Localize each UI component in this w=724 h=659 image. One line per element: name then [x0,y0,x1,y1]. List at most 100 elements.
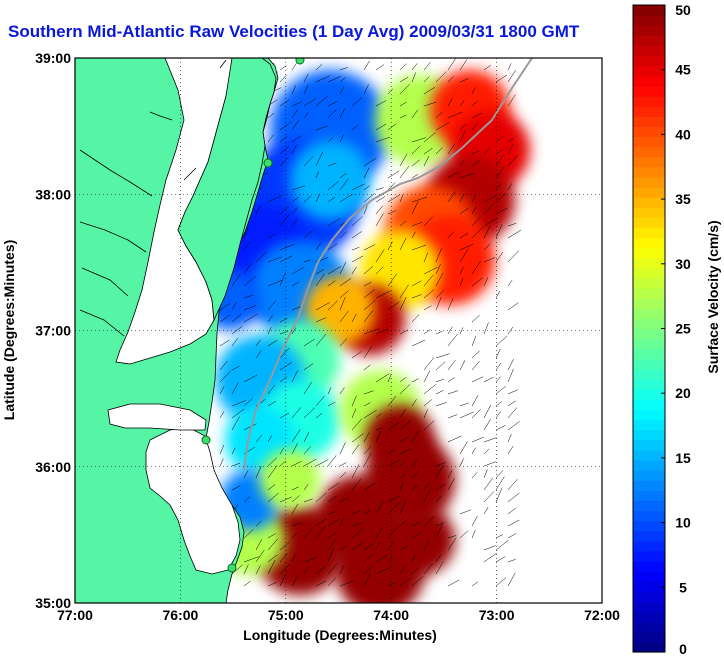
velocity-vector [495,148,504,155]
colorbar-tick-label: 15 [675,450,691,466]
velocity-vector [303,195,312,203]
velocity-vector [459,248,469,263]
velocity-vector [471,194,477,203]
velocity-vector [327,482,340,491]
velocity-vector [339,134,344,143]
velocity-vector [291,219,298,227]
velocity-vector [303,484,309,491]
velocity-vector [291,574,299,587]
velocity-vector [363,300,376,311]
grid-lines [75,58,602,603]
velocity-vector [339,310,349,323]
velocity-vector [435,296,442,311]
velocity-vector [315,412,323,419]
velocity-vector [375,136,391,143]
colorbar-segment [633,247,665,259]
velocity-vector [375,373,390,383]
velocity-vector [507,572,516,587]
velocity-vector [363,390,374,395]
velocity-vector [351,408,357,419]
velocity-vector [471,335,477,347]
velocity-vector [387,88,393,95]
velocity-vector [411,159,421,167]
velocity-vector [399,499,407,515]
velocity-vector [483,65,491,71]
velocity-vector [351,395,357,407]
velocity-vector [495,577,507,587]
colorbar-tick-label: 45 [675,62,691,78]
velocity-vector [387,273,397,287]
velocity-vector [507,400,516,407]
y-axis-ticks: 39:00 38:00 37:00 36:00 35:00 [35,50,71,611]
velocity-vector [375,554,388,563]
velocity-vector [303,84,309,95]
velocity-vector [483,419,491,431]
velocity-vector [423,399,432,407]
velocity-vector [483,376,494,383]
velocity-vector [507,389,518,395]
velocity-vector [411,231,416,239]
velocity-vector [435,483,446,491]
x-tick-label: 75:00 [268,607,304,623]
velocity-vector [327,300,338,311]
colorbar-tick-label: 35 [675,191,691,207]
velocity-vector [387,194,400,203]
velocity-vector [459,100,465,107]
velocity-vector [435,361,446,371]
colorbar-segment [633,156,665,168]
velocity-vector [411,430,419,443]
velocity-vector [423,132,436,143]
velocity-vector [495,476,505,491]
velocity-vector [411,137,427,143]
velocity-vectors [219,58,522,587]
velocity-vector [267,457,278,467]
velocity-vector [495,487,503,503]
velocity-vector [351,231,363,239]
velocity-vector [267,554,278,563]
velocity-vector [327,136,334,143]
velocity-vector [303,98,317,107]
velocity-vector [267,484,276,491]
velocity-vector [387,301,400,311]
velocity-vector [303,156,314,167]
albemarle-sound [107,403,207,431]
velocity-vector [447,326,453,335]
velocity-vector [411,484,419,491]
velocity-patch [260,450,320,510]
velocity-vector [243,580,251,587]
velocity-vector [243,275,257,287]
velocity-vector [447,535,457,539]
velocity-vector [219,411,225,419]
station-marker [227,563,237,573]
velocity-vector [495,290,500,299]
velocity-vector [243,374,258,383]
velocity-vector [399,329,408,335]
colorbar-segment [633,318,665,330]
colorbar-segment [633,217,665,229]
x-axis-label: Longitude (Degrees:Minutes) [243,627,437,643]
velocity-vector [255,465,262,479]
velocity-vector [459,402,469,407]
velocity-vector [495,154,504,167]
velocity-vector [279,121,292,131]
x-axis-ticks: 77:00 76:00 75:00 74:00 73:00 72:00 [57,607,620,623]
velocity-vector [471,122,479,131]
velocity-vector [471,150,480,155]
velocity-vector [447,191,456,203]
velocity-vector [327,537,337,551]
velocity-vector [411,567,420,575]
velocity-vector [495,335,508,347]
velocity-vector [411,294,422,299]
velocity-vector [303,259,311,263]
velocity-vector [483,448,490,455]
velocity-vector [375,328,389,335]
velocity-vector [351,522,364,527]
velocity-vector [219,386,225,395]
velocity-vector [375,123,387,131]
colorbar-segment [633,35,665,47]
velocity-vector [339,67,348,71]
colorbar-segment [633,106,665,117]
river-lines [79,59,227,337]
velocity-vector [507,421,520,431]
